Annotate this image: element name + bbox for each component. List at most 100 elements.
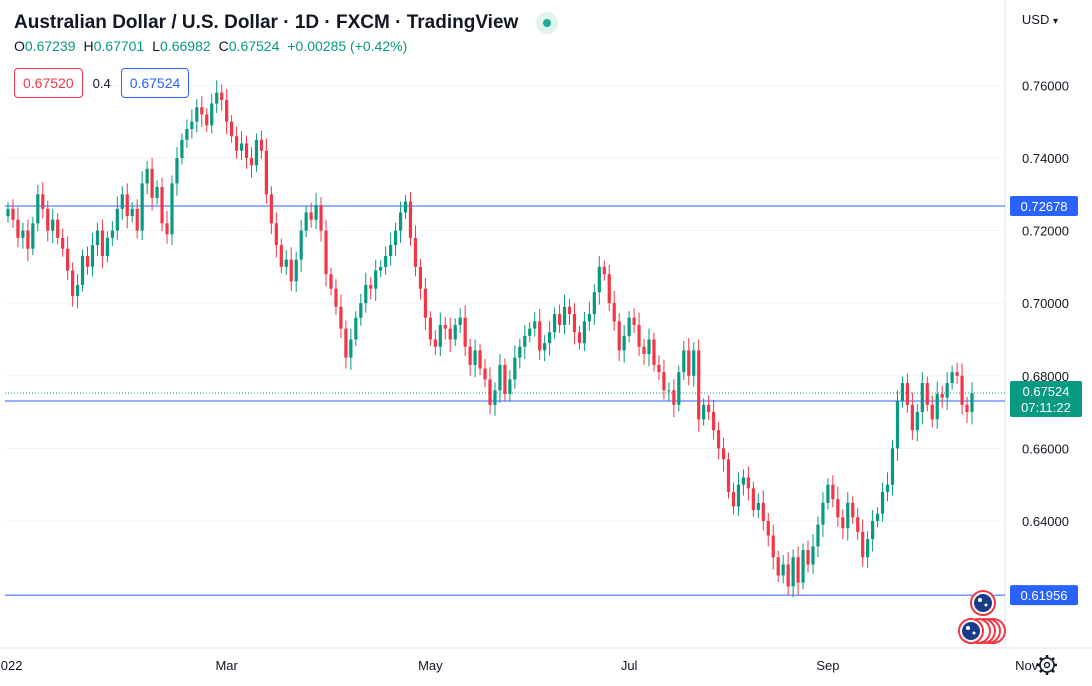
candle-body xyxy=(562,306,567,325)
candle-body xyxy=(851,502,855,518)
candle-body xyxy=(960,375,964,405)
candle-body xyxy=(254,139,259,166)
candle-body xyxy=(617,321,621,351)
candle-body xyxy=(160,187,164,224)
candle-body xyxy=(572,314,577,333)
candle-body xyxy=(115,208,119,231)
candle-body xyxy=(150,168,154,198)
candle-body xyxy=(945,383,949,398)
candle-body xyxy=(473,350,477,365)
candle-body xyxy=(657,364,661,373)
candle-body xyxy=(731,491,736,507)
y-tick-label: 0.68000 xyxy=(1022,369,1069,384)
candle-body xyxy=(687,350,691,376)
symbol-title[interactable]: Australian Dollar / U.S. Dollar · 1D · F… xyxy=(14,12,519,33)
candle-body xyxy=(712,412,716,431)
candle-body xyxy=(200,107,204,115)
candle-body xyxy=(364,285,368,304)
last-price-tag xyxy=(1010,381,1082,418)
candle-body xyxy=(165,223,169,235)
candle-body xyxy=(697,350,701,420)
candle-body xyxy=(627,317,631,336)
candle-body xyxy=(736,484,741,507)
open-label: O xyxy=(14,38,25,54)
candle-body xyxy=(264,150,268,195)
candle-body xyxy=(478,350,482,369)
candle-body xyxy=(523,335,527,347)
candle-body xyxy=(726,459,731,492)
candle-body xyxy=(339,306,343,329)
candle-body xyxy=(861,531,865,558)
time-axis[interactable]: 2022MarMayJulSepNov12 xyxy=(0,658,1092,673)
x-tick-label: Sep xyxy=(816,658,839,673)
candle-body xyxy=(274,223,278,246)
candle-body xyxy=(180,139,184,158)
candle-body xyxy=(582,321,587,344)
candle-body xyxy=(26,230,30,249)
candle-body xyxy=(498,364,502,391)
candle-body xyxy=(781,564,785,576)
spread-value: 0.4 xyxy=(92,75,111,91)
candle-body xyxy=(791,557,795,587)
flag-fill xyxy=(974,594,992,612)
candle-body xyxy=(682,350,686,373)
gear-icon[interactable] xyxy=(1037,655,1057,675)
candle-body xyxy=(244,143,249,158)
candle-body xyxy=(503,364,507,394)
candle-body xyxy=(389,245,393,256)
candle-body xyxy=(85,256,90,267)
candle-body xyxy=(185,128,189,140)
candle-body xyxy=(567,306,572,315)
candle-body xyxy=(359,303,363,318)
candle-body xyxy=(230,121,234,137)
candle-body xyxy=(622,335,626,351)
candle-body xyxy=(811,546,815,565)
candle-body xyxy=(483,368,487,380)
candle-body xyxy=(205,114,209,126)
candle-body xyxy=(751,488,755,511)
candle-body xyxy=(637,324,641,347)
countdown-label: 07:11:22 xyxy=(1021,400,1071,415)
candle-body xyxy=(125,194,129,217)
flag-star xyxy=(978,598,982,602)
y-tick-label: 0.74000 xyxy=(1022,151,1069,166)
candle-body xyxy=(692,350,696,376)
candle-body xyxy=(418,266,423,289)
candle-body xyxy=(463,317,467,347)
candle-body xyxy=(155,187,159,198)
price-axis[interactable]: 0.64000 0.66000 0.68000 0.70000 0.72000 0.740… xyxy=(1022,78,1069,529)
y-tick-label: 0.64000 xyxy=(1022,514,1069,529)
sell-button[interactable]: 0.67520 xyxy=(14,68,83,98)
candle-body xyxy=(249,158,254,166)
currency-select[interactable]: USD ▾ xyxy=(1022,12,1058,27)
candle-body xyxy=(871,520,875,540)
candle-body xyxy=(642,346,646,354)
economic-events[interactable] xyxy=(958,590,1006,644)
candle-body xyxy=(920,383,924,413)
candle-body xyxy=(259,139,264,151)
candle-body xyxy=(592,292,596,315)
y-tick-label: 0.76000 xyxy=(1022,78,1069,93)
candle-body xyxy=(70,270,75,296)
candle-body xyxy=(41,194,45,209)
currency-label: USD xyxy=(1021,12,1050,27)
candle-body xyxy=(885,484,890,492)
candle-body xyxy=(940,393,944,398)
candle-body xyxy=(662,372,666,391)
open-value: 0.67239 xyxy=(24,38,76,54)
candle-body xyxy=(36,194,40,224)
buy-button[interactable]: 0.67524 xyxy=(120,68,190,98)
flag-star xyxy=(966,626,970,630)
low-label: L xyxy=(152,38,161,54)
horizontal-levels[interactable] xyxy=(5,205,1005,596)
candle-body xyxy=(721,448,726,460)
candle-body xyxy=(796,557,800,583)
candle-body xyxy=(965,404,969,413)
candle-body xyxy=(379,266,383,271)
candle-body xyxy=(538,321,542,351)
candle-body xyxy=(16,219,20,238)
chevron-down-icon: ▾ xyxy=(1052,16,1058,27)
candle-body xyxy=(786,564,790,587)
